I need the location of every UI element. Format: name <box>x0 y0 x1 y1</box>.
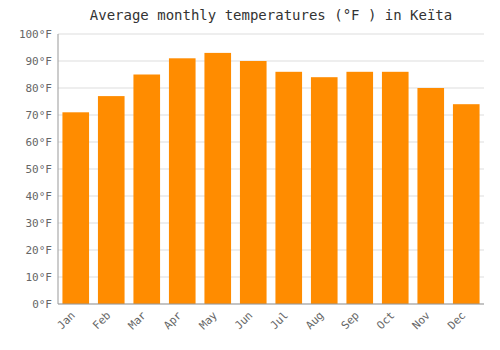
y-tick-label: 90°F <box>26 55 53 68</box>
y-tick-label: 10°F <box>26 271 53 284</box>
bar <box>204 53 231 304</box>
bar <box>133 75 160 305</box>
bars <box>62 53 479 304</box>
y-tick-label: 60°F <box>26 136 53 149</box>
chart: Average monthly temperatures (°F ) in Ke… <box>0 0 500 350</box>
bar <box>346 72 373 304</box>
grid-line <box>58 61 484 62</box>
x-tick-label: Nov <box>410 309 434 333</box>
y-tick-label: 40°F <box>26 190 53 203</box>
grid-line <box>58 304 484 305</box>
y-tick-label: 100°F <box>19 28 52 41</box>
bar <box>62 112 89 304</box>
title: Average monthly temperatures (°F ) in Ke… <box>90 7 452 23</box>
bar <box>417 88 444 304</box>
bar <box>275 72 302 304</box>
x-tick-label: May <box>197 309 221 333</box>
y-tick-label: 80°F <box>26 82 53 95</box>
x-tick-label: Sep <box>339 309 362 332</box>
grid-line <box>58 34 484 35</box>
x-tick-label: Mar <box>126 309 150 333</box>
x-tick-label: Oct <box>374 309 397 332</box>
x-tick-label: Jan <box>55 309 78 332</box>
bar <box>98 96 125 304</box>
y-tick-label: 20°F <box>26 244 53 257</box>
y-tick-label: 70°F <box>26 109 53 122</box>
x-axis-line <box>58 304 484 305</box>
x-tick-label: Apr <box>161 309 185 333</box>
x-tick-label: Feb <box>90 309 113 332</box>
x-tick-label: Jun <box>232 309 255 332</box>
bar <box>453 104 480 304</box>
y-tick-label: 50°F <box>26 163 53 176</box>
bar <box>240 61 267 304</box>
x-tick-label: Aug <box>303 309 326 332</box>
x-tick-label: Jul <box>268 309 291 332</box>
x-tick-label: Dec <box>445 309 468 332</box>
bar <box>382 72 409 304</box>
bar <box>169 58 196 304</box>
chart-container: Average monthly temperatures (°F ) in Ke… <box>0 0 500 350</box>
y-tick-label: 0°F <box>32 298 52 311</box>
bar <box>311 77 338 304</box>
y-tick-label: 30°F <box>26 217 53 230</box>
grid <box>58 34 484 304</box>
y-axis-line <box>58 34 59 304</box>
